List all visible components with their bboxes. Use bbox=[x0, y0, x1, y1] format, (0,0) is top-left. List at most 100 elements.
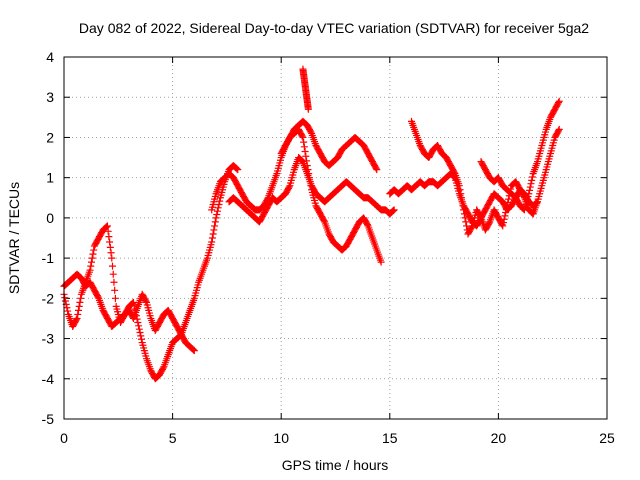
y-tick-label: -4 bbox=[42, 371, 55, 387]
series-trace-a bbox=[60, 222, 198, 355]
data-point bbox=[211, 218, 219, 226]
data-point bbox=[111, 286, 119, 294]
data-point bbox=[458, 198, 466, 206]
data-point bbox=[457, 194, 465, 202]
data-point bbox=[159, 364, 167, 372]
data-point bbox=[130, 298, 138, 306]
data-point bbox=[212, 214, 220, 222]
data-point bbox=[457, 190, 465, 198]
data-point bbox=[525, 190, 533, 198]
data-point bbox=[90, 246, 98, 254]
data-point bbox=[389, 207, 397, 215]
data-point bbox=[189, 345, 197, 353]
data-point bbox=[75, 302, 83, 310]
series-trace-i bbox=[477, 97, 563, 214]
data-point bbox=[460, 210, 468, 218]
y-tick-label: -3 bbox=[42, 331, 55, 347]
grid-lines bbox=[64, 57, 607, 419]
data-point bbox=[505, 195, 513, 203]
data-point bbox=[300, 143, 308, 151]
data-point bbox=[528, 173, 536, 181]
data-point bbox=[526, 186, 534, 194]
series-trace-e bbox=[277, 117, 381, 174]
y-tick-label: 2 bbox=[46, 129, 54, 145]
data-point bbox=[73, 314, 81, 322]
data-point bbox=[87, 262, 95, 270]
x-tick-label: 20 bbox=[491, 430, 507, 446]
data-point bbox=[108, 254, 116, 262]
data-point bbox=[485, 219, 493, 227]
data-point bbox=[502, 209, 510, 217]
data-point bbox=[210, 226, 218, 234]
data-point bbox=[102, 223, 110, 231]
data-point bbox=[61, 294, 69, 302]
y-axis-label: SDTVAR / TECUs bbox=[6, 182, 22, 294]
x-tick-label: 25 bbox=[599, 430, 615, 446]
y-tick-label: 3 bbox=[46, 89, 54, 105]
data-point bbox=[450, 168, 458, 176]
data-point bbox=[88, 258, 96, 266]
data-point bbox=[74, 306, 82, 314]
data-point bbox=[232, 164, 240, 172]
data-point bbox=[106, 243, 114, 251]
data-point bbox=[501, 212, 509, 220]
data-point bbox=[211, 222, 219, 230]
data-point bbox=[302, 152, 310, 160]
data-point bbox=[455, 182, 463, 190]
data-point bbox=[301, 148, 309, 156]
data-point bbox=[137, 332, 145, 340]
data-point bbox=[304, 105, 312, 113]
data-point bbox=[208, 234, 216, 242]
data-point bbox=[61, 297, 69, 305]
x-tick-label: 5 bbox=[169, 430, 177, 446]
data-point bbox=[135, 322, 143, 330]
y-tick-label: 0 bbox=[46, 210, 54, 226]
data-point bbox=[110, 278, 118, 286]
data-point bbox=[109, 262, 117, 270]
data-point bbox=[299, 133, 307, 141]
data-point bbox=[298, 132, 306, 140]
data-point bbox=[209, 230, 217, 238]
data-point bbox=[111, 294, 119, 302]
data-point bbox=[373, 166, 381, 174]
data-point bbox=[504, 198, 512, 206]
data-point bbox=[142, 297, 150, 305]
data-point bbox=[502, 205, 510, 213]
data-point bbox=[86, 266, 94, 274]
data-point bbox=[130, 302, 138, 310]
data-point bbox=[109, 270, 117, 278]
data-point bbox=[64, 307, 72, 315]
y-tick-label: -2 bbox=[42, 290, 55, 306]
series-trace-d bbox=[225, 154, 398, 226]
data-point bbox=[88, 254, 96, 262]
data-point bbox=[377, 258, 385, 266]
data-point bbox=[76, 298, 84, 306]
data-point bbox=[89, 250, 97, 258]
data-point bbox=[285, 183, 293, 191]
y-tick-label: -1 bbox=[42, 250, 55, 266]
data-point bbox=[77, 294, 85, 302]
data-point bbox=[390, 206, 398, 214]
data-point bbox=[526, 183, 534, 191]
data-point bbox=[74, 310, 82, 318]
data-point bbox=[214, 204, 222, 212]
y-tick-label: 1 bbox=[46, 170, 54, 186]
data-point bbox=[456, 186, 464, 194]
data-point bbox=[63, 304, 71, 312]
data-point bbox=[476, 213, 484, 221]
data-point bbox=[136, 329, 144, 337]
data-point bbox=[234, 166, 242, 174]
data-point bbox=[107, 249, 115, 257]
data-point bbox=[503, 202, 511, 210]
data-point bbox=[94, 293, 102, 301]
chart-title: Day 082 of 2022, Sidereal Day-to-day VTE… bbox=[79, 20, 589, 36]
data-point bbox=[132, 308, 140, 316]
data-points bbox=[60, 65, 563, 383]
data-point bbox=[500, 215, 508, 223]
data-point bbox=[103, 222, 111, 230]
x-tick-label: 10 bbox=[273, 430, 289, 446]
data-point bbox=[233, 165, 241, 173]
data-point bbox=[462, 218, 470, 226]
x-axis-label: GPS time / hours bbox=[282, 457, 389, 473]
data-point bbox=[132, 312, 140, 320]
